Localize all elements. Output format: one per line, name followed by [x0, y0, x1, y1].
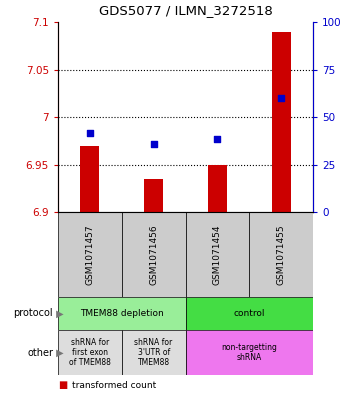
Bar	[58, 212, 122, 297]
Bar	[186, 330, 313, 375]
Text: ▶: ▶	[53, 309, 64, 318]
Text: other: other	[27, 347, 53, 358]
Text: control: control	[234, 309, 265, 318]
Point	[278, 95, 284, 101]
Bar	[122, 330, 186, 375]
Text: TMEM88 depletion: TMEM88 depletion	[80, 309, 164, 318]
Text: ■: ■	[58, 392, 67, 393]
Bar	[208, 165, 227, 212]
Point	[151, 140, 156, 147]
Bar	[122, 212, 186, 297]
Text: GSM1071457: GSM1071457	[85, 224, 95, 285]
Point	[87, 130, 92, 136]
Text: ▶: ▶	[53, 347, 64, 358]
Bar	[272, 31, 291, 212]
Text: GSM1071456: GSM1071456	[149, 224, 158, 285]
Text: GSM1071454: GSM1071454	[213, 224, 222, 285]
Bar	[186, 212, 249, 297]
Text: GDS5077 / ILMN_3272518: GDS5077 / ILMN_3272518	[99, 4, 272, 17]
Text: protocol: protocol	[13, 309, 53, 318]
Text: shRNA for
3'UTR of
TMEM88: shRNA for 3'UTR of TMEM88	[135, 338, 173, 367]
Text: ■: ■	[58, 380, 67, 390]
Bar	[144, 179, 163, 212]
Text: transformed count: transformed count	[72, 380, 156, 389]
Bar	[186, 297, 313, 330]
Point	[215, 136, 220, 142]
Bar	[58, 297, 186, 330]
Text: GSM1071455: GSM1071455	[277, 224, 286, 285]
Bar	[80, 145, 99, 212]
Text: shRNA for
first exon
of TMEM88: shRNA for first exon of TMEM88	[69, 338, 111, 367]
Text: non-targetting
shRNA: non-targetting shRNA	[221, 343, 277, 362]
Bar	[249, 212, 313, 297]
Bar	[58, 330, 122, 375]
